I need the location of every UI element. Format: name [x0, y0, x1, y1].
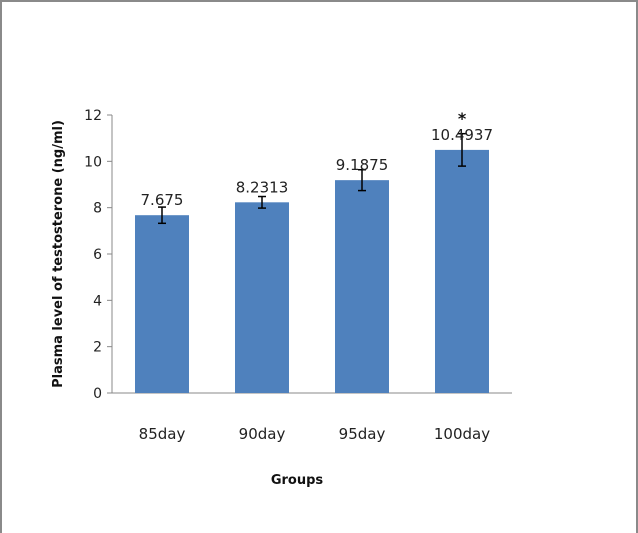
- y-tick-label: 2: [93, 340, 102, 356]
- y-tick-label: 6: [93, 247, 102, 263]
- data-label: 9.1875: [336, 156, 389, 174]
- data-label: 7.675: [141, 191, 184, 209]
- data-label: 10.4937: [431, 126, 493, 144]
- y-tick-label: 8: [93, 201, 102, 217]
- data-label: 8.2313: [236, 178, 289, 196]
- y-tick-label: 12: [84, 108, 102, 124]
- error-bars: [158, 132, 466, 225]
- significance-marker: *: [458, 109, 467, 128]
- x-tick-labels: 85day 90day 95day 100day: [139, 425, 491, 443]
- y-tick-label: 0: [93, 386, 102, 402]
- bar: [335, 180, 389, 393]
- x-axis-title: Groups: [271, 473, 324, 488]
- y-tick-label: 10: [84, 154, 102, 170]
- y-tick-label: 4: [93, 293, 102, 309]
- x-tick-label: 100day: [434, 425, 490, 443]
- x-tick-label: 95day: [339, 425, 386, 443]
- x-tick-label: 90day: [239, 425, 286, 443]
- bar: [435, 149, 489, 393]
- x-tick-label: 85day: [139, 425, 186, 443]
- y-axis-title: Plasma level of testosterone (ng/ml): [51, 120, 66, 388]
- data-labels: 7.675 8.2313 9.1875 10.4937*: [141, 109, 493, 209]
- y-ticks: 0 2 4 6 8 10 12: [84, 108, 112, 402]
- bars: [135, 149, 489, 393]
- bar: [135, 215, 189, 393]
- bar: [235, 202, 289, 393]
